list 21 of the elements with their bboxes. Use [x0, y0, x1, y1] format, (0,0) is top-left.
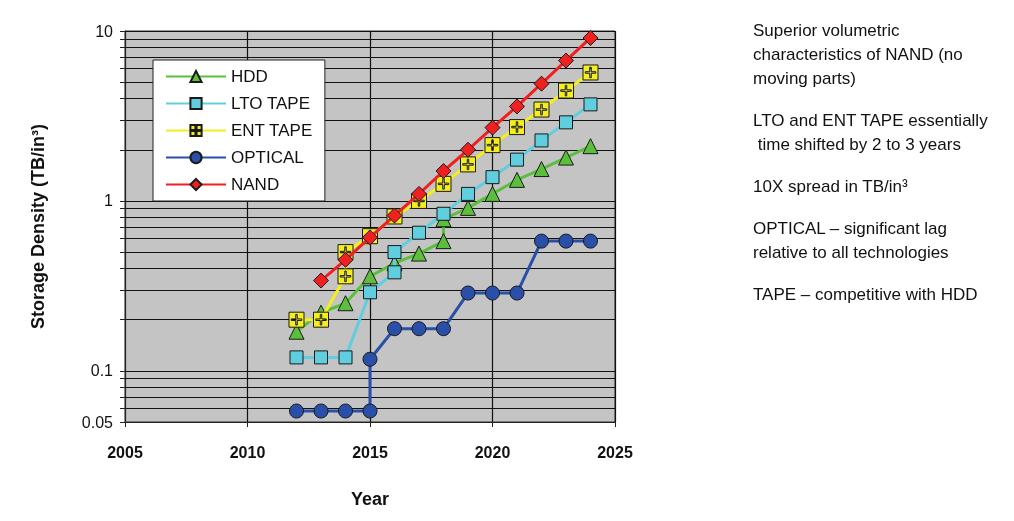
y-tick-label: 1: [104, 192, 114, 210]
text: LTO and ENT TAPE essentially time shifted by 2 to 3 years: [753, 110, 989, 154]
legend-label: OPTICAL: [231, 148, 304, 167]
text: OPTICAL – significant lag relative to all technologies: [753, 218, 952, 262]
x-tick-label: 2020: [474, 443, 511, 461]
x-tick-label: 2005: [107, 443, 143, 461]
x-tick-label: 2010: [229, 443, 266, 461]
y-tick-label: 10: [95, 22, 114, 40]
y-tick-label: 0.1: [90, 362, 114, 380]
y-tick-label: 0.05: [81, 413, 114, 431]
text: Superior volumetric characteristics of NAND (no moving parts): [753, 20, 968, 88]
legend-label: NAND: [231, 175, 280, 194]
text: 10X spread in TB/in³: [753, 176, 908, 196]
legend-label: HDD: [231, 67, 268, 86]
x-tick-label: 2025: [597, 443, 633, 461]
x-axis-title: Year: [350, 489, 390, 509]
text: TAPE – competitive with HDD: [753, 284, 978, 304]
legend-label: LTO TAPE: [231, 94, 311, 113]
legend-label: ENT TAPE: [231, 121, 313, 140]
y-axis-title: Storage Density (TB/in³): [28, 123, 48, 330]
x-tick-label: 2015: [352, 443, 388, 461]
